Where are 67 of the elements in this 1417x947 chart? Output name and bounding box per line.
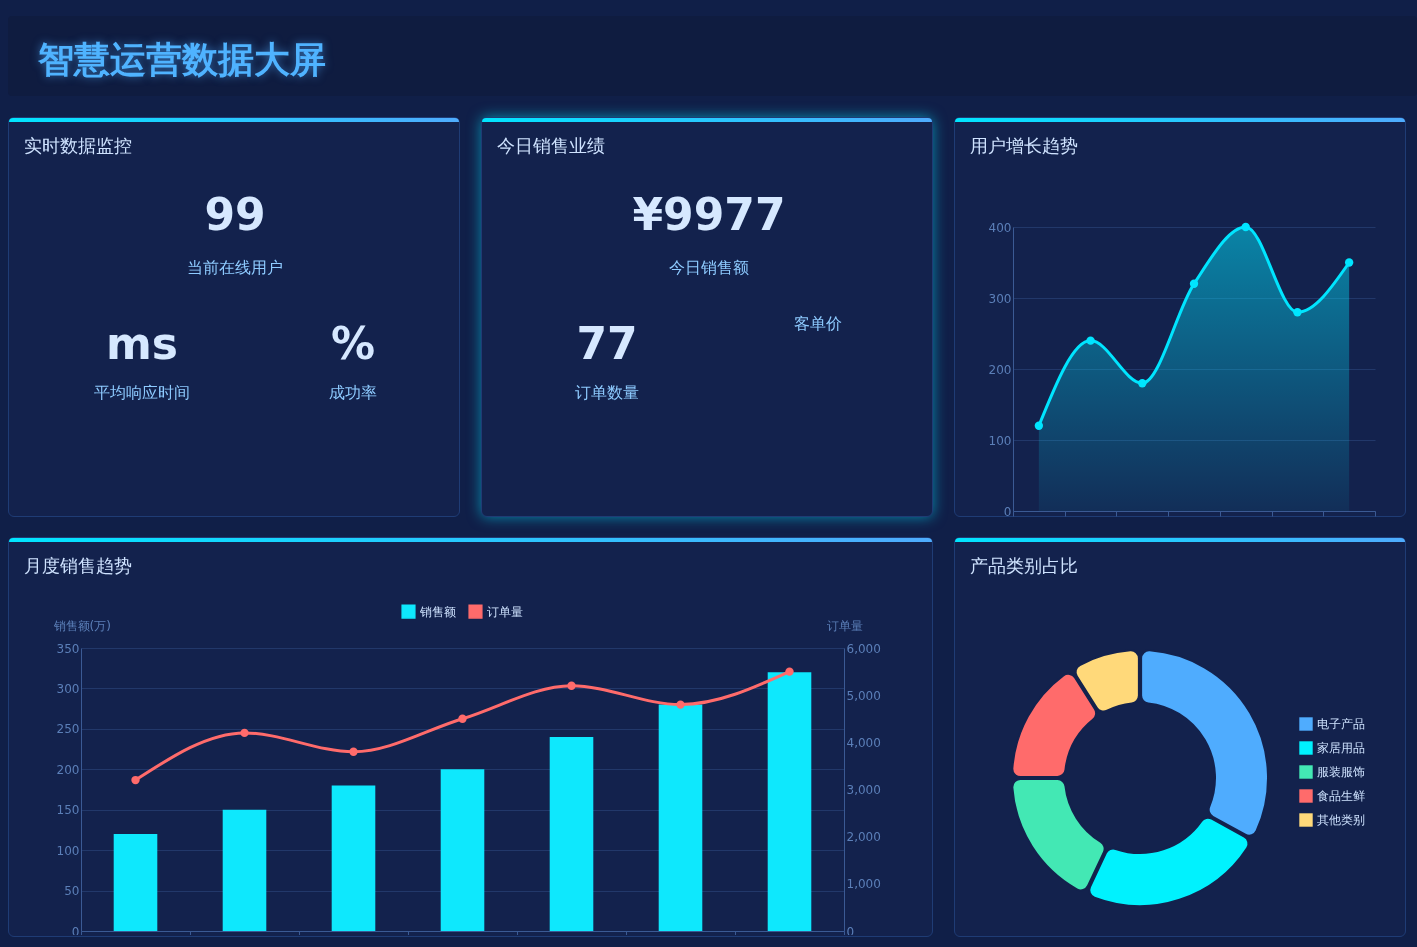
y-tick-label: 100	[56, 843, 80, 858]
point	[1344, 258, 1354, 267]
y2-tick-label: 3,000	[846, 783, 881, 797]
y-tick-label: 0	[1003, 504, 1012, 519]
text: 今日销售业绩	[497, 134, 605, 158]
y2-tick-label: 6,000	[846, 641, 881, 656]
chart-title: 用户增长趋势	[970, 134, 1078, 158]
point	[131, 775, 140, 785]
text: %	[330, 317, 376, 369]
legend-label: 其他类别	[1317, 813, 1365, 827]
text: 成功率	[329, 382, 377, 404]
text: ms	[105, 317, 179, 369]
y2-tick-label: 2,000	[846, 830, 881, 845]
point	[458, 714, 467, 723]
text: 平均响应时间	[94, 382, 190, 404]
bar	[767, 672, 812, 931]
y-tick-label: 0	[71, 924, 80, 939]
text: 客单价	[794, 313, 842, 335]
y-tick-label: 200	[988, 362, 1012, 377]
y2-tick-label: 0	[846, 924, 855, 939]
y-tick-label: 150	[56, 803, 80, 818]
text: 订单数量	[575, 382, 639, 404]
y2-tick-label: 4,000	[846, 735, 881, 750]
point	[240, 728, 249, 738]
point	[1189, 279, 1199, 288]
y-tick-label: 350	[56, 641, 80, 656]
text: 99	[204, 188, 266, 240]
bar	[113, 833, 158, 931]
point	[1241, 222, 1250, 232]
y-tick-label: 50	[64, 884, 80, 899]
legend-label: 食品生鲜	[1317, 789, 1365, 803]
point	[676, 700, 685, 709]
text: ¥9977	[632, 188, 786, 240]
point	[1086, 336, 1095, 345]
legend-label: 服装服饰	[1317, 765, 1365, 779]
y-tick-label: 300	[988, 291, 1012, 306]
chart-title: 月度销售趋势	[24, 554, 132, 578]
text: 当前在线用户	[187, 257, 283, 279]
chart-title: 产品类别占比	[970, 554, 1078, 578]
point	[1034, 421, 1044, 430]
legend-label: 家居用品	[1317, 741, 1365, 755]
y-axis-title: 销售额(万)	[52, 618, 111, 633]
legend-label: 订单量	[487, 604, 523, 619]
y-tick-label: 200	[56, 762, 80, 777]
point	[785, 667, 794, 676]
y-tick-label: 400	[988, 220, 1012, 235]
point	[1138, 379, 1147, 388]
point	[1293, 308, 1302, 317]
bar	[331, 785, 376, 931]
bar	[222, 809, 267, 931]
text: 智慧运营数据大屏	[38, 38, 326, 82]
point	[349, 747, 358, 756]
legend-label: 销售额	[419, 604, 456, 619]
y-tick-label: 250	[56, 722, 80, 737]
text: 实时数据监控	[24, 134, 132, 158]
bar	[440, 769, 485, 931]
y2-tick-label: 1,000	[846, 877, 881, 892]
text: 今日销售额	[669, 257, 749, 279]
text: 77	[576, 317, 638, 369]
bar	[549, 736, 594, 931]
legend-label: 电子产品	[1317, 717, 1365, 731]
y-tick-label: 100	[988, 433, 1012, 448]
bar	[658, 704, 703, 931]
point	[567, 681, 576, 690]
y-tick-label: 300	[56, 681, 80, 696]
y2-tick-label: 5,000	[846, 688, 881, 703]
y2-axis-title: 订单量	[826, 618, 863, 633]
